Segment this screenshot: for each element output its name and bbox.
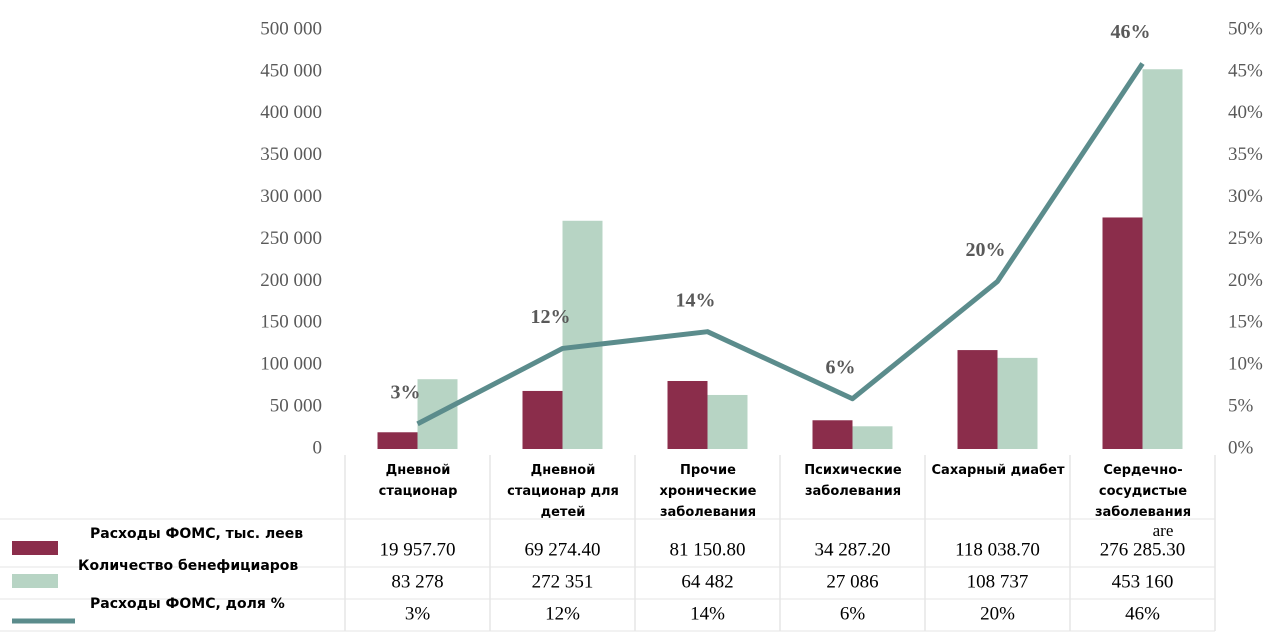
table-cell: 46% (1125, 603, 1160, 624)
bar (667, 380, 708, 449)
table-cell: 12% (545, 603, 580, 624)
table-cell: 27 086 (826, 571, 878, 592)
table-cell: 69 274.40 (525, 539, 601, 560)
y2-tick-label: 35% (1228, 144, 1263, 165)
legend-label: Расходы ФОМС, доля % (90, 596, 285, 612)
category-label: Сахарный диабет (931, 463, 1065, 478)
table-cell: 453 160 (1112, 571, 1174, 592)
y-tick-label: 50 000 (270, 395, 322, 416)
y2-tick-label: 50% (1228, 18, 1263, 39)
table-cell: 118 038.70 (955, 539, 1040, 560)
data-label: 20% (966, 239, 1006, 261)
table-cell: 276 285.30 (1100, 539, 1186, 560)
data-label: 14% (676, 289, 716, 311)
y2-tick-label: 40% (1228, 102, 1263, 123)
category-label: Прочие хронические заболевания (659, 463, 757, 520)
legend-swatch (12, 541, 58, 555)
y2-tick-label: 25% (1228, 228, 1263, 249)
annotation: are (1153, 521, 1174, 540)
category-label: Психические заболевания (804, 463, 902, 499)
y2-tick-label: 10% (1228, 354, 1263, 375)
y-tick-label: 350 000 (260, 144, 322, 165)
y-tick-label: 100 000 (260, 354, 322, 375)
y2-tick-label: 15% (1228, 312, 1263, 333)
y-tick-label: 450 000 (260, 60, 322, 81)
bar (522, 390, 563, 449)
y2-tick-label: 45% (1228, 60, 1263, 81)
table-cell: 272 351 (532, 571, 594, 592)
table-cell: 19 957.70 (380, 539, 456, 560)
table-cell: 20% (980, 603, 1015, 624)
category-label: Сердечно-сосудистые заболевания (1094, 463, 1192, 520)
table-cell: 14% (690, 603, 725, 624)
table-cell: 81 150.80 (670, 539, 746, 560)
bar (707, 394, 748, 449)
legend-label: Количество бенефициаров (78, 558, 299, 574)
y2-tick-label: 5% (1228, 395, 1254, 416)
table-cell: 3% (405, 603, 431, 624)
table-cell: 34 287.20 (815, 539, 891, 560)
table-cell: 64 482 (681, 571, 733, 592)
y-tick-label: 0 (313, 437, 323, 458)
table-cell: 6% (840, 603, 866, 624)
y-tick-label: 500 000 (260, 18, 322, 39)
y-tick-label: 250 000 (260, 228, 322, 249)
bar (562, 220, 603, 449)
bar (1102, 217, 1143, 449)
table-cell: 83 278 (391, 571, 443, 592)
data-label: 3% (391, 381, 421, 403)
bar (957, 350, 998, 449)
bar (377, 432, 418, 449)
legend-label: Расходы ФОМС, тыс. леев (90, 526, 304, 542)
y-tick-label: 300 000 (260, 186, 322, 207)
bar (1142, 69, 1183, 449)
y2-tick-label: 30% (1228, 186, 1263, 207)
y2-tick-label: 20% (1228, 270, 1263, 291)
y-tick-label: 150 000 (260, 312, 322, 333)
legend-swatch (12, 574, 58, 588)
bar (852, 426, 893, 449)
category-label: Дневной стационар (378, 463, 458, 499)
category-label: Дневной стационар для детей (507, 463, 619, 520)
line (416, 62, 1145, 427)
data-label: 6% (826, 356, 856, 378)
y-tick-label: 200 000 (260, 270, 322, 291)
data-label: 12% (531, 306, 571, 328)
bar (812, 420, 853, 449)
data-label: 46% (1111, 21, 1151, 43)
bar (997, 357, 1038, 449)
y-tick-label: 400 000 (260, 102, 322, 123)
table-cell: 108 737 (967, 571, 1029, 592)
y2-tick-label: 0% (1228, 437, 1254, 458)
